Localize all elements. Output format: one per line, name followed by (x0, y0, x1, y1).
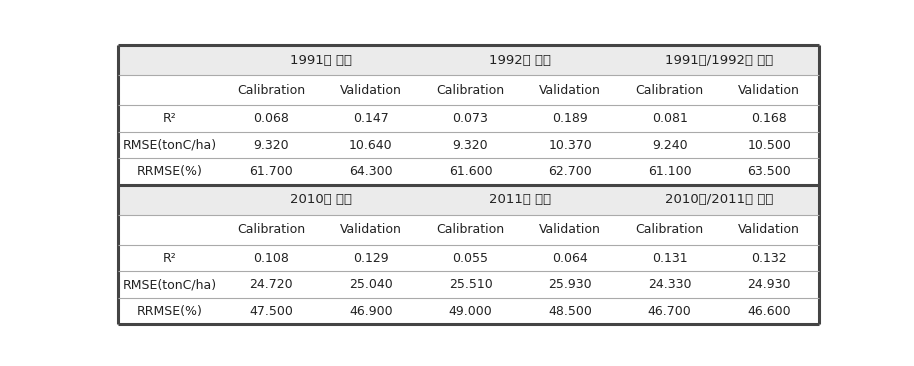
Text: 0.081: 0.081 (652, 112, 687, 125)
Text: 24.720: 24.720 (250, 278, 293, 291)
Text: Validation: Validation (739, 223, 800, 236)
Text: Calibration: Calibration (238, 223, 305, 236)
Text: Calibration: Calibration (635, 223, 704, 236)
Text: RMSE(tonC/ha): RMSE(tonC/ha) (122, 278, 217, 291)
Text: 25.510: 25.510 (449, 278, 493, 291)
Text: 48.500: 48.500 (548, 305, 592, 318)
Text: 2011년 변수: 2011년 변수 (489, 193, 551, 206)
Text: 0.131: 0.131 (652, 251, 687, 265)
Text: 0.055: 0.055 (452, 251, 488, 265)
Text: Validation: Validation (539, 223, 601, 236)
Text: 0.108: 0.108 (253, 251, 290, 265)
Text: Calibration: Calibration (437, 223, 505, 236)
Text: RRMSE(%): RRMSE(%) (137, 165, 203, 178)
Text: Validation: Validation (539, 84, 601, 97)
Text: 1992년 변수: 1992년 변수 (489, 54, 551, 67)
Text: 2010년/2011년 변수: 2010년/2011년 변수 (665, 193, 773, 206)
Text: 0.129: 0.129 (353, 251, 388, 265)
Text: 0.068: 0.068 (253, 112, 290, 125)
Text: 63.500: 63.500 (748, 165, 792, 178)
Text: R²: R² (163, 251, 176, 265)
Text: 0.147: 0.147 (353, 112, 388, 125)
Text: R²: R² (163, 112, 176, 125)
Text: 61.600: 61.600 (449, 165, 493, 178)
Text: 46.700: 46.700 (648, 305, 692, 318)
Text: 0.073: 0.073 (452, 112, 488, 125)
Text: 62.700: 62.700 (548, 165, 592, 178)
Text: Calibration: Calibration (238, 84, 305, 97)
Text: 61.100: 61.100 (648, 165, 692, 178)
Text: 49.000: 49.000 (449, 305, 493, 318)
Text: 10.370: 10.370 (548, 139, 592, 152)
Text: 46.600: 46.600 (748, 305, 792, 318)
Text: 47.500: 47.500 (250, 305, 293, 318)
Text: 24.330: 24.330 (648, 278, 691, 291)
Text: 25.930: 25.930 (548, 278, 592, 291)
Text: 25.040: 25.040 (349, 278, 393, 291)
Text: 0.189: 0.189 (552, 112, 588, 125)
Text: 9.320: 9.320 (452, 139, 488, 152)
Text: 0.168: 0.168 (751, 112, 787, 125)
Text: RRMSE(%): RRMSE(%) (137, 305, 203, 318)
Text: Calibration: Calibration (635, 84, 704, 97)
Text: 46.900: 46.900 (349, 305, 393, 318)
Text: 2010년 변수: 2010년 변수 (290, 193, 352, 206)
Text: 10.640: 10.640 (349, 139, 393, 152)
Text: 0.064: 0.064 (552, 251, 588, 265)
Bar (118, 185, 819, 215)
Text: 1991년/1992년 변수: 1991년/1992년 변수 (665, 54, 773, 67)
Text: 10.500: 10.500 (748, 139, 792, 152)
Bar (118, 45, 819, 75)
Text: Validation: Validation (340, 223, 402, 236)
Text: 0.132: 0.132 (751, 251, 787, 265)
Text: 24.930: 24.930 (748, 278, 791, 291)
Text: 64.300: 64.300 (349, 165, 393, 178)
Text: Validation: Validation (340, 84, 402, 97)
Text: RMSE(tonC/ha): RMSE(tonC/ha) (122, 139, 217, 152)
Text: Validation: Validation (739, 84, 800, 97)
Text: 9.320: 9.320 (253, 139, 289, 152)
Text: 1991년 변수: 1991년 변수 (290, 54, 352, 67)
Text: Calibration: Calibration (437, 84, 505, 97)
Text: 61.700: 61.700 (250, 165, 293, 178)
Text: 9.240: 9.240 (652, 139, 687, 152)
